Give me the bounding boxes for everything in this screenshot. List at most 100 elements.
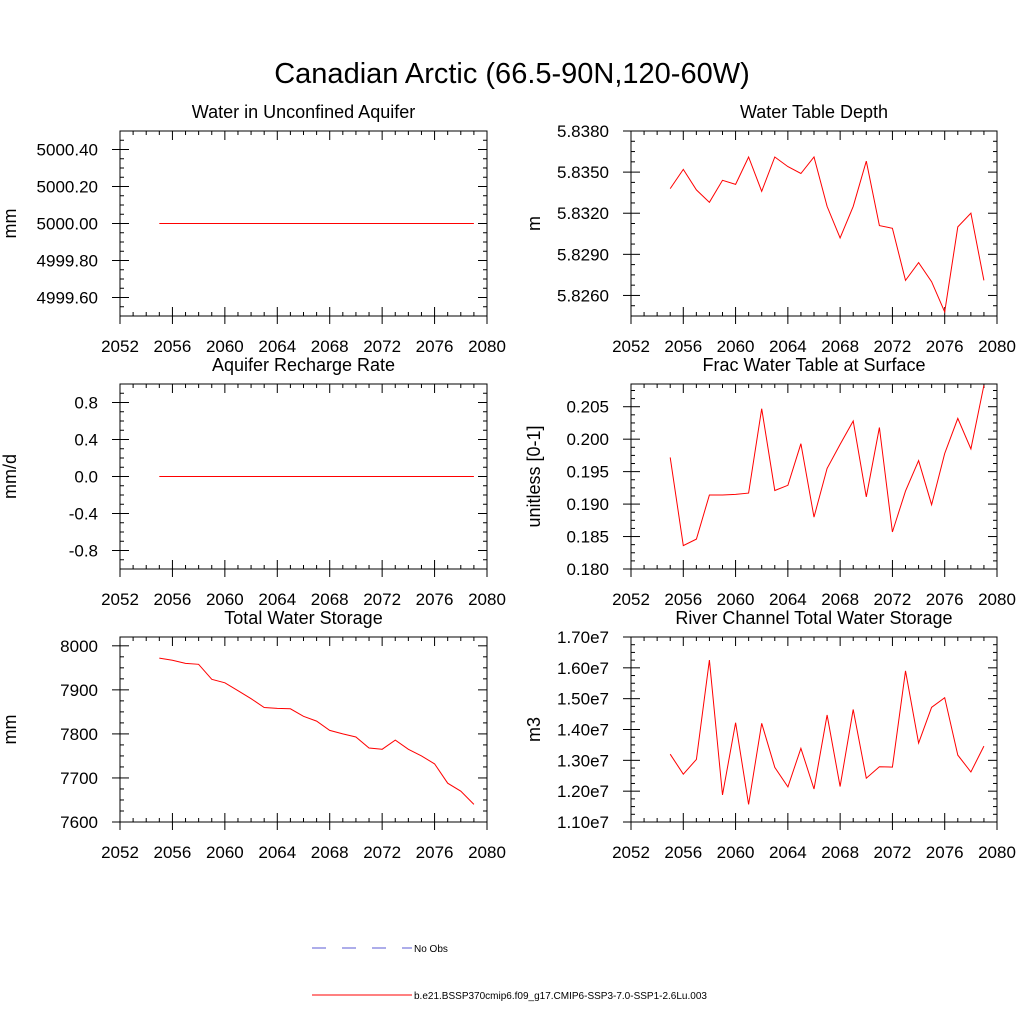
x-tick-label: 2072 [874,590,912,609]
x-tick-label: 2068 [821,590,859,609]
plot-frame [119,636,488,823]
y-tick-label: 5.8260 [557,286,609,305]
x-tick-label: 2060 [717,843,755,862]
x-tick-label: 2076 [926,590,964,609]
panel-water-table-depth: 2052 2056 2060 2064 2068 2072 2076 2080 5.8260 5.… [524,102,1016,356]
y-axis-label: m [524,216,544,231]
x-tick-label: 2080 [468,590,506,609]
panels: 2052 2056 2060 2064 2068 2072 2076 2080 4999.60 4… [0,102,1016,862]
figure-title: Canadian Arctic (66.5-90N,120-60W) [274,58,750,90]
y-tick-label: 1.70e7 [557,628,609,647]
x-tick-label: 2068 [311,590,349,609]
y-tick-label: -0.4 [69,505,98,524]
x-tick-label: 2072 [874,843,912,862]
x-tick-label: 2056 [154,843,192,862]
x-tick-label: 2072 [363,337,401,356]
x-tick-label: 2060 [206,337,244,356]
y-axis-label: mm/d [0,454,20,499]
y-axis-label: m3 [524,717,544,742]
y-tick-label: 1.30e7 [557,751,609,770]
x-tick-label: 2060 [206,590,244,609]
y-tick-label: 4999.60 [37,289,98,308]
x-tick-label: 2060 [717,590,755,609]
y-tick-label: 8000 [60,637,98,656]
legend-label-no-obs: No Obs [414,944,448,955]
panel-total-water-storage: 2052 2056 2060 2064 2068 2072 2076 2080 7600 7700… [0,608,506,862]
panel-river-storage: 2052 2056 2060 2064 2068 2072 2076 2080 1.10e7 1.… [524,608,1016,862]
y-tick-label: 1.10e7 [557,813,609,832]
panel-recharge-rate: 2052 2056 2060 2064 2068 2072 2076 2080 -0.8 -0.4… [0,355,506,609]
x-tick-label: 2076 [416,337,454,356]
panel-title: Aquifer Recharge Rate [212,355,395,375]
y-tick-label: 0.180 [566,560,609,579]
x-tick-label: 2056 [664,337,702,356]
series-line [669,660,985,805]
x-tick-label: 2076 [416,590,454,609]
y-tick-label: 5.8350 [557,163,609,182]
x-tick-label: 2052 [612,590,650,609]
x-tick-label: 2068 [311,337,349,356]
y-tick-label: 5.8380 [557,122,609,141]
x-tick-label: 2056 [154,337,192,356]
x-tick-label: 2076 [926,843,964,862]
x-tick-label: 2064 [258,337,296,356]
x-tick-label: 2064 [258,843,296,862]
series-line [669,385,985,547]
plot-frame [630,636,998,823]
x-tick-label: 2060 [206,843,244,862]
x-tick-label: 2060 [717,337,755,356]
y-tick-label: -0.8 [69,542,98,561]
y-tick-label: 7700 [60,769,98,788]
x-tick-label: 2056 [664,843,702,862]
x-tick-label: 2068 [821,337,859,356]
y-tick-label: 1.20e7 [557,782,609,801]
series-line [159,657,475,805]
panel-title: Frac Water Table at Surface [702,355,925,375]
panel-title: Water Table Depth [740,102,888,122]
x-tick-label: 2052 [612,337,650,356]
x-tick-label: 2072 [363,843,401,862]
x-tick-label: 2076 [416,843,454,862]
x-tick-label: 2056 [664,590,702,609]
y-tick-label: 7900 [60,681,98,700]
y-tick-label: 5000.20 [37,178,98,197]
x-tick-label: 2072 [874,337,912,356]
x-tick-label: 2080 [978,337,1016,356]
legend-label-model: b.e21.BSSP370cmip6.f09_g17.CMIP6-SSP3-7.… [414,991,707,1002]
x-tick-label: 2052 [101,337,139,356]
legend: No Obs b.e21.BSSP370cmip6.f09_g17.CMIP6-… [312,944,707,1002]
y-tick-label: 0.200 [566,430,609,449]
y-tick-label: 1.40e7 [557,721,609,740]
y-tick-label: 4999.80 [37,252,98,271]
x-tick-label: 2072 [363,590,401,609]
y-axis-label: mm [0,715,20,745]
x-tick-label: 2064 [258,590,296,609]
y-axis-label: mm [0,209,20,239]
y-tick-label: 0.190 [566,495,609,514]
x-tick-label: 2068 [311,843,349,862]
x-tick-label: 2052 [101,843,139,862]
y-tick-label: 7600 [60,813,98,832]
y-tick-label: 7800 [60,725,98,744]
y-tick-label: 0.0 [74,468,98,487]
x-tick-label: 2064 [769,843,807,862]
x-tick-label: 2064 [769,337,807,356]
x-tick-label: 2068 [821,843,859,862]
x-tick-label: 2052 [101,590,139,609]
x-tick-label: 2052 [612,843,650,862]
y-axis-label: unitless [0-1] [524,425,544,527]
panel-title: River Channel Total Water Storage [675,608,952,628]
x-tick-label: 2080 [978,590,1016,609]
x-tick-label: 2064 [769,590,807,609]
y-tick-label: 0.205 [566,398,609,417]
panel-title: Water in Unconfined Aquifer [192,102,415,122]
y-tick-label: 0.4 [74,431,98,450]
panel-aquifer-water: 2052 2056 2060 2064 2068 2072 2076 2080 4999.60 4… [0,102,506,356]
y-tick-label: 5.8290 [557,245,609,264]
y-tick-label: 5000.40 [37,141,98,160]
y-tick-label: 5.8320 [557,204,609,223]
x-tick-label: 2056 [154,590,192,609]
panel-title: Total Water Storage [224,608,382,628]
x-tick-label: 2076 [926,337,964,356]
